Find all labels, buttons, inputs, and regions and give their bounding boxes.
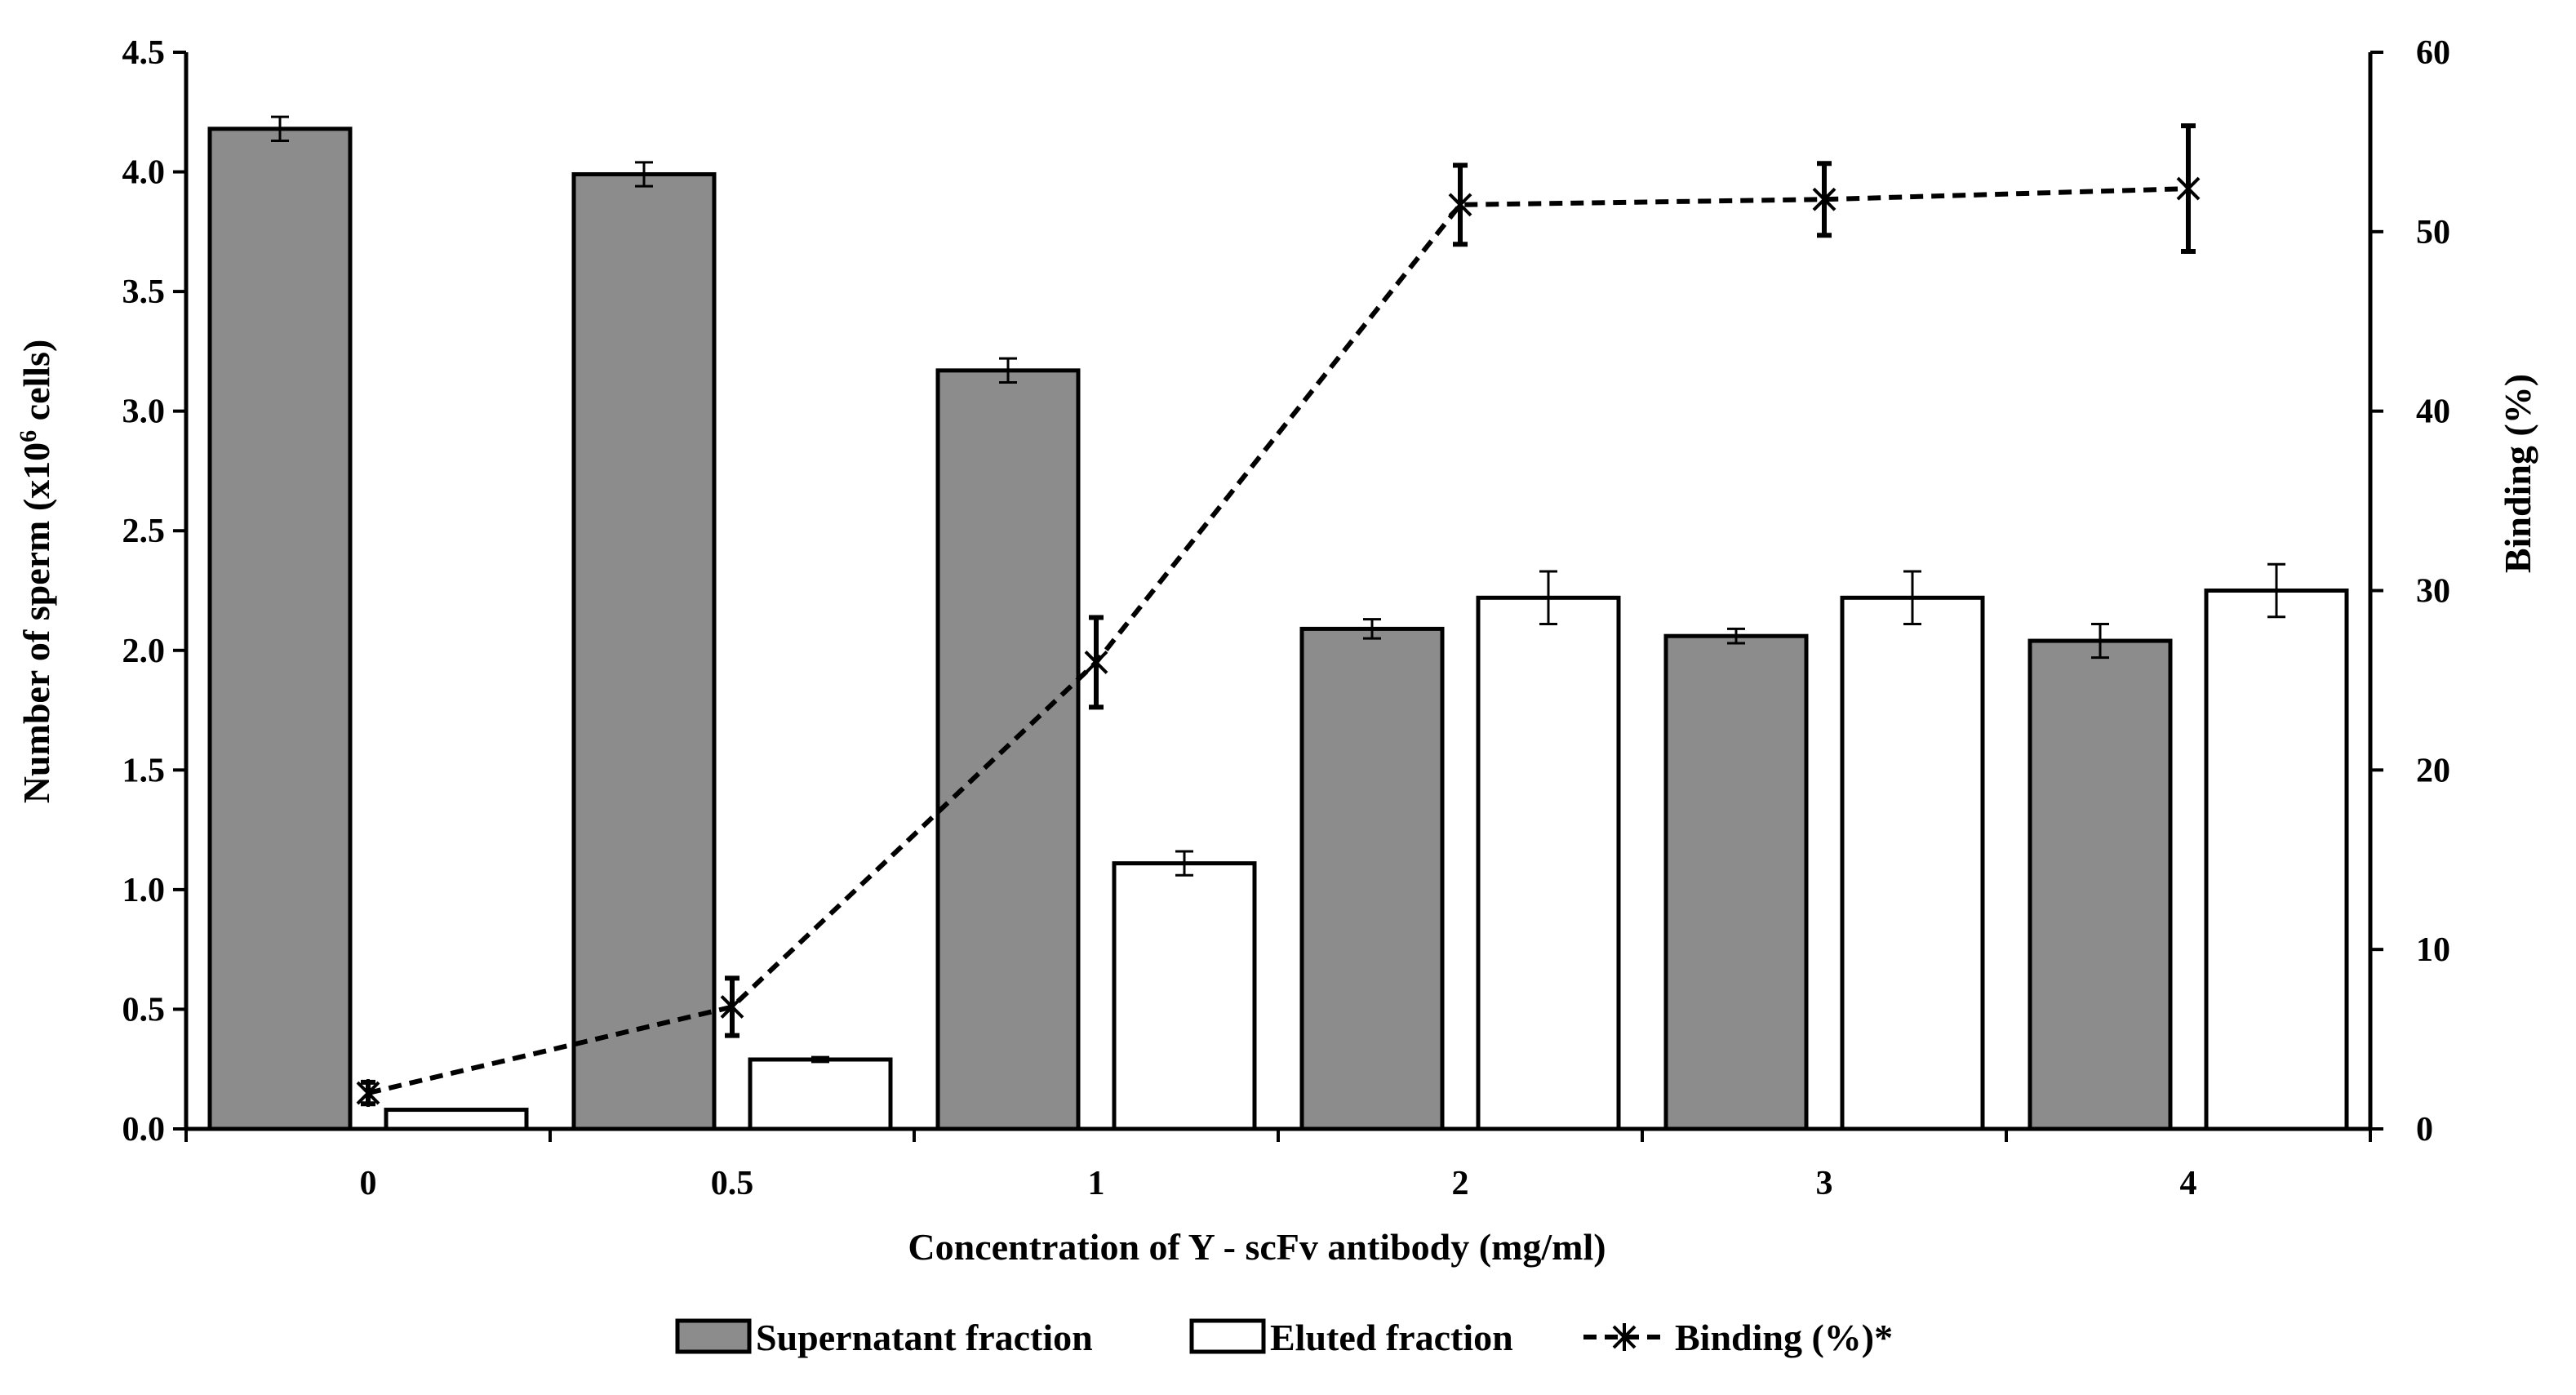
errorbar-supernatant-1: [635, 161, 653, 188]
y-right-tick-label-3: 30: [2416, 573, 2450, 611]
bars-layer: [207, 115, 2349, 1131]
errorbar-eluted-4: [1903, 570, 1921, 626]
x-tick-label-0: 0: [360, 1165, 377, 1202]
y-left-tick-label-3: 1.5: [122, 752, 166, 789]
y-left-tick-label-4: 2.0: [122, 633, 166, 670]
y-left-tick-label-1: 0.5: [122, 991, 166, 1028]
binding-point-1: [720, 993, 744, 1021]
binding-line-layer: [356, 123, 2201, 1108]
x-tick-label-2: 1: [1088, 1165, 1105, 1202]
bar-supernatant-0: [207, 127, 353, 1131]
bar-eluted-5: [2204, 589, 2349, 1131]
y-left-tick-label-6: 3.0: [122, 393, 166, 431]
bar-supernatant-2: [935, 368, 1081, 1131]
y-right-tick-label-5: 50: [2416, 214, 2450, 251]
y-left-tick-label-7: 3.5: [122, 273, 166, 311]
y-right-tick-label-0: 0: [2416, 1111, 2433, 1148]
legend-binding-marker: [1612, 1323, 1637, 1351]
legend-swatch-eluted: [1189, 1318, 1266, 1354]
bar-supernatant-1: [571, 171, 717, 1131]
errorbar-supernatant-5: [2091, 623, 2109, 660]
bar-eluted-1: [748, 1057, 893, 1131]
bar-eluted-0: [384, 1108, 529, 1131]
legend-swatch-supernatant: [675, 1318, 752, 1354]
errorbar-eluted-1: [811, 1055, 829, 1064]
y-left-title-prefix: Number of sperm (x10: [16, 442, 57, 803]
binding-point-4: [1812, 185, 1837, 214]
y-axis-left-title: Number of sperm (x106 cells): [15, 340, 58, 804]
bar-supernatant-4: [1663, 633, 1809, 1131]
y-left-tick-label-5: 2.5: [122, 513, 166, 550]
y-left-title-suffix: cells): [16, 340, 57, 430]
bar-eluted-2: [1112, 861, 1257, 1131]
x-axis-title: Concentration of Y - scFv antibody (mg/m…: [908, 1226, 1606, 1268]
x-tick-label-1: 0.5: [711, 1165, 754, 1202]
y-right-tick-label-6: 60: [2416, 34, 2450, 72]
bar-eluted-3: [1476, 595, 1621, 1131]
y-axis-right-title: Binding (%): [2497, 374, 2538, 573]
bar-eluted-4: [1840, 595, 1985, 1131]
legend-label-eluted: Eluted fraction: [1270, 1317, 1513, 1358]
errorbar-eluted-5: [2267, 562, 2285, 619]
x-tick-label-4: 3: [1816, 1165, 1833, 1202]
binding-line: [367, 186, 2189, 1095]
binding-point-5: [2176, 175, 2201, 203]
legend-label-supernatant: Supernatant fraction: [756, 1317, 1093, 1358]
y-right-tick-label-4: 40: [2416, 393, 2450, 431]
bar-supernatant-5: [2027, 638, 2173, 1131]
binding-point-0: [356, 1079, 380, 1108]
errorbar-eluted-3: [1539, 570, 1557, 626]
bar-supernatant-3: [1299, 626, 1445, 1131]
x-tick-label-5: 4: [2180, 1165, 2197, 1202]
axes-layer: 0.00.51.01.52.02.53.03.54.04.50102030405…: [122, 34, 2451, 1202]
binding-point-2: [1084, 648, 1108, 677]
errorbar-supernatant-4: [1727, 627, 1745, 645]
y-left-title-superscript: 6: [15, 430, 42, 442]
binding-point-3: [1448, 190, 1472, 219]
errorbar-supernatant-3: [1363, 618, 1381, 640]
legend-label-binding: Binding (%)*: [1675, 1317, 1893, 1358]
y-left-tick-label-8: 4.0: [122, 154, 166, 192]
errorbar-eluted-2: [1175, 850, 1193, 877]
y-left-tick-label-0: 0.0: [122, 1111, 166, 1148]
errorbar-supernatant-2: [999, 357, 1017, 384]
y-right-tick-label-2: 20: [2416, 752, 2450, 789]
y-right-tick-label-1: 10: [2416, 931, 2450, 969]
errorbar-supernatant-0: [271, 115, 289, 142]
y-left-tick-label-2: 1.0: [122, 872, 166, 909]
y-left-tick-label-9: 4.5: [122, 34, 166, 72]
x-tick-label-3: 2: [1452, 1165, 1469, 1202]
legend: Supernatant fraction Eluted fraction Bin…: [675, 1317, 1893, 1358]
